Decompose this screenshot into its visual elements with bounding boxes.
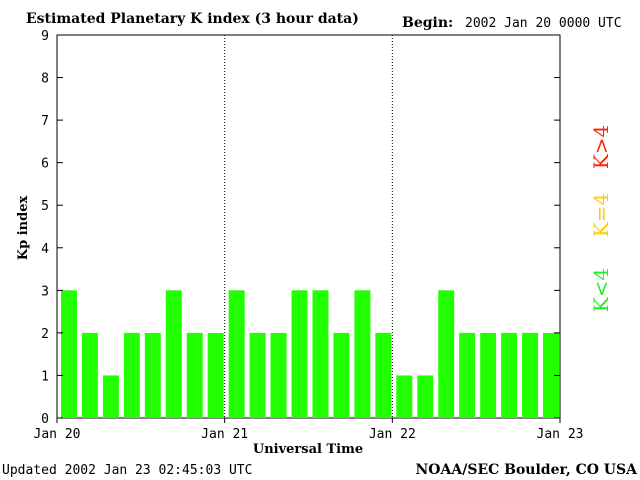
kp-bar: [165, 290, 182, 418]
source-credit: NOAA/SEC Boulder, CO USA: [416, 462, 639, 478]
kp-bar: [144, 332, 161, 418]
x-tick-label: Jan 22: [369, 427, 416, 442]
kp-bar: [396, 375, 413, 418]
kp-bar: [249, 332, 266, 418]
x-tick-label: Jan 23: [537, 427, 584, 442]
kp-bar: [312, 290, 329, 418]
begin-label: Begin:: [402, 15, 453, 31]
kp-bar: [102, 375, 119, 418]
kp-bar: [61, 290, 77, 418]
kp-bar: [417, 375, 434, 418]
legend-item-quiet: K<4: [589, 268, 613, 312]
y-tick-label: 2: [41, 327, 49, 342]
chart-title: Estimated Planetary K index (3 hour data…: [26, 11, 359, 27]
legend-item-active: K=4: [589, 193, 613, 237]
plot-area: 0 1 2 3 4 5 6 7 8 9 Jan 20 Jan 21 Jan 22 Jan 23: [34, 29, 584, 442]
kp-bar: [438, 290, 455, 418]
kp-bar: [123, 332, 140, 418]
x-axis-label: Universal Time: [253, 442, 363, 457]
y-tick-label: 9: [41, 29, 49, 44]
y-axis-label: Kp index: [16, 196, 31, 261]
x-tick-label: Jan 20: [34, 427, 81, 442]
legend: K<4 K=4 K>4: [589, 125, 613, 312]
y-tick-label: 5: [41, 199, 49, 214]
kp-bar: [543, 332, 559, 418]
y-tick-label: 7: [41, 114, 49, 129]
kp-bar: [333, 332, 350, 418]
x-tick-label: Jan 21: [201, 427, 248, 442]
kp-bar: [270, 332, 287, 418]
y-tick-label: 8: [41, 72, 49, 87]
y-tick-label: 6: [41, 157, 49, 172]
begin-value: 2002 Jan 20 0000 UTC: [465, 16, 622, 31]
kp-bar: [81, 332, 98, 418]
plot-frame: [56, 34, 561, 419]
y-tick-label: 1: [41, 369, 49, 384]
kp-bar: [459, 332, 476, 418]
legend-item-storm: K>4: [589, 125, 613, 169]
y-tick-label: 4: [41, 242, 49, 257]
kp-bar: [522, 332, 539, 418]
y-tick-label: 0: [41, 412, 49, 427]
updated-timestamp: Updated 2002 Jan 23 02:45:03 UTC: [2, 463, 252, 478]
kp-bar: [291, 290, 308, 418]
y-tick-label: 3: [41, 284, 49, 299]
kp-bar: [354, 290, 371, 418]
kp-bar: [375, 332, 392, 418]
kp-bar: [186, 332, 203, 418]
kp-bar: [480, 332, 497, 418]
kp-bar: [228, 290, 245, 418]
kp-bar: [207, 332, 224, 418]
kp-bar: [501, 332, 518, 418]
